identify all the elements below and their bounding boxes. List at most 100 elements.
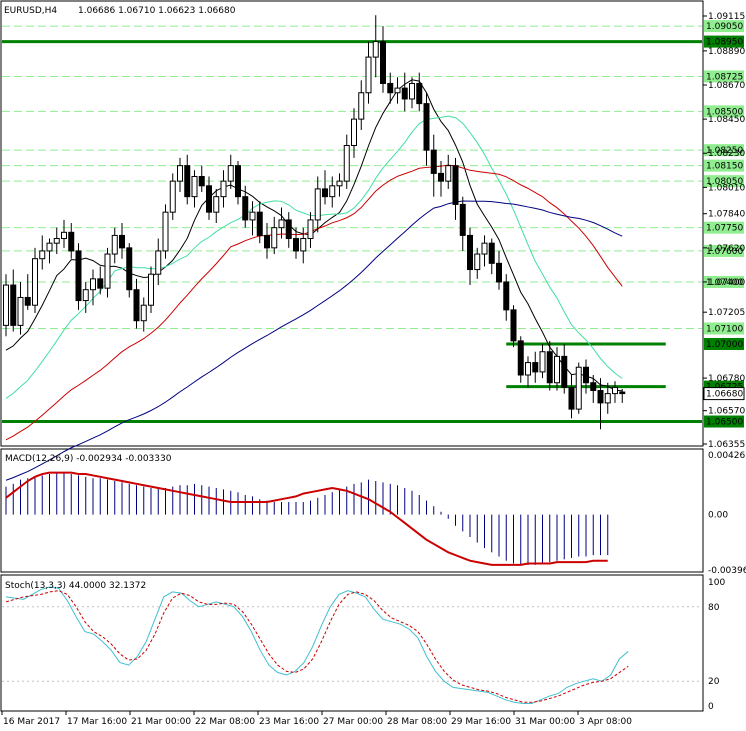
- candle-bear: [184, 165, 191, 198]
- time-tick-label: 29 Mar 16:00: [451, 717, 511, 727]
- stoch-signal-line: [5, 590, 629, 703]
- level-label-bg: [704, 337, 744, 350]
- stoch-tick-label: 20: [708, 677, 720, 687]
- level-label-bg: [704, 159, 744, 172]
- candle-bull: [177, 165, 183, 182]
- ma-slow-line: [5, 164, 623, 441]
- candle-bear: [568, 386, 575, 410]
- candle-bear: [285, 219, 292, 240]
- price-tick-label: 1.07205: [708, 308, 745, 318]
- candle-bear: [75, 250, 82, 302]
- time-tick-label: 23 Mar 16:00: [259, 717, 319, 727]
- candle-bear: [322, 188, 328, 198]
- price-axis: 1.09115 1.08890 1.08670 1.08450 1.08230 1.080…: [703, 12, 745, 450]
- candle-bear: [68, 231, 75, 252]
- candle-bull: [155, 250, 162, 275]
- stoch-tick-label: 80: [708, 603, 720, 613]
- candle-bear: [467, 234, 473, 271]
- candle-bull: [525, 362, 531, 376]
- candle-bear: [235, 165, 241, 198]
- time-tick-label: 31 Mar 00:00: [515, 717, 575, 727]
- candle-bull: [17, 296, 24, 326]
- candle-bull: [474, 253, 481, 271]
- candle-bull: [314, 188, 321, 221]
- stoch-main-line: [5, 586, 629, 705]
- candle-bull: [278, 219, 285, 229]
- time-axis: 16 Mar 2017 17 Mar 16:00 21 Mar 00:00 22 Ma…: [1, 711, 632, 727]
- candle-bear: [423, 103, 430, 151]
- candle-bull: [148, 273, 154, 306]
- macd-signal-line: [5, 471, 608, 566]
- candle-bear: [10, 284, 17, 326]
- candle-bull: [445, 165, 452, 182]
- candle-bull: [227, 165, 234, 182]
- candle-bear: [198, 176, 205, 187]
- candle-bull: [329, 185, 336, 198]
- macd-title: MACD(12,26,9) -0.002934 -0.003330: [5, 454, 172, 464]
- price-tick-label: 1.07400: [708, 278, 745, 288]
- candle-bull: [162, 211, 169, 252]
- candle-bull: [46, 242, 53, 252]
- candle-bull: [394, 87, 401, 94]
- candle-bull: [300, 238, 307, 252]
- candle-bear: [561, 355, 568, 388]
- candle-bull: [351, 118, 357, 146]
- time-tick-label: 3 Apr 08:00: [579, 717, 632, 727]
- candle-bear: [264, 234, 270, 249]
- candle-bull: [61, 231, 67, 240]
- candle-bear: [401, 87, 408, 100]
- macd-tick-label: 0.00: [708, 511, 728, 521]
- price-tick-label: 1.07840: [708, 210, 745, 220]
- candle-bull: [343, 144, 350, 182]
- price-tick-label: 1.08890: [708, 47, 745, 57]
- candle-bull: [249, 211, 256, 221]
- level-label: 1.06500: [706, 418, 743, 428]
- level-label: 1.08950: [706, 38, 743, 48]
- price-tick-label: 1.08010: [708, 183, 745, 193]
- level-label-bg: [704, 415, 744, 428]
- stoch-panel[interactable]: [0, 574, 704, 712]
- stoch-tick-label: 0: [708, 702, 714, 712]
- time-tick-label: 27 Mar 00:00: [323, 717, 383, 727]
- candle-bear: [126, 247, 133, 291]
- candle-bull: [111, 234, 118, 255]
- candle-bear: [97, 278, 104, 289]
- candle-bull: [358, 92, 365, 120]
- level-label-bg: [704, 244, 744, 257]
- candle-bear: [119, 234, 125, 249]
- stoch-title: Stoch(13,3,3) 44.0000 32.1372: [5, 581, 146, 591]
- time-tick-label: 16 Mar 2017: [3, 717, 60, 727]
- chart-header-ohlc: 1.06686 1.06710 1.06623 1.06680: [78, 6, 236, 16]
- time-tick-label: 17 Mar 16:00: [67, 717, 127, 727]
- price-tick-label: 1.08450: [708, 115, 745, 125]
- level-label: 1.07400: [706, 278, 743, 288]
- macd-panel[interactable]: [0, 448, 704, 573]
- level-label-bg: [704, 35, 744, 48]
- candle-bear: [452, 165, 459, 205]
- candle-bear: [496, 262, 502, 283]
- candle-bull: [90, 278, 96, 291]
- candle-bull: [336, 180, 343, 187]
- macd-indicator: 0.004261 0.00 -0.003964: [5, 451, 746, 576]
- level-label: 1.07750: [706, 224, 743, 234]
- price-tick-label: 1.08230: [708, 149, 745, 159]
- candle-bull: [554, 355, 560, 384]
- level-label-bg: [704, 144, 744, 157]
- level-label-bg: [704, 175, 744, 188]
- level-label: 1.07000: [706, 340, 743, 350]
- price-tick-label: 1.06355: [708, 440, 745, 450]
- candle-bull: [409, 82, 415, 100]
- price-tick-label: 1.06570: [708, 407, 745, 417]
- price-panel[interactable]: [0, 0, 704, 447]
- candle-bear: [510, 309, 517, 342]
- price-tick-label: 1.06780: [708, 374, 745, 384]
- stochastic-indicator: 100 80 20 0: [2, 578, 725, 712]
- level-label-bg: [704, 70, 744, 83]
- candle-bull: [213, 196, 220, 213]
- candle-bear: [256, 211, 263, 236]
- level-label-bg: [704, 105, 744, 118]
- price-tick-label: 1.08670: [708, 81, 745, 91]
- level-label: 1.07100: [706, 324, 743, 334]
- candle-bull: [539, 351, 546, 373]
- candle-bull: [612, 386, 618, 395]
